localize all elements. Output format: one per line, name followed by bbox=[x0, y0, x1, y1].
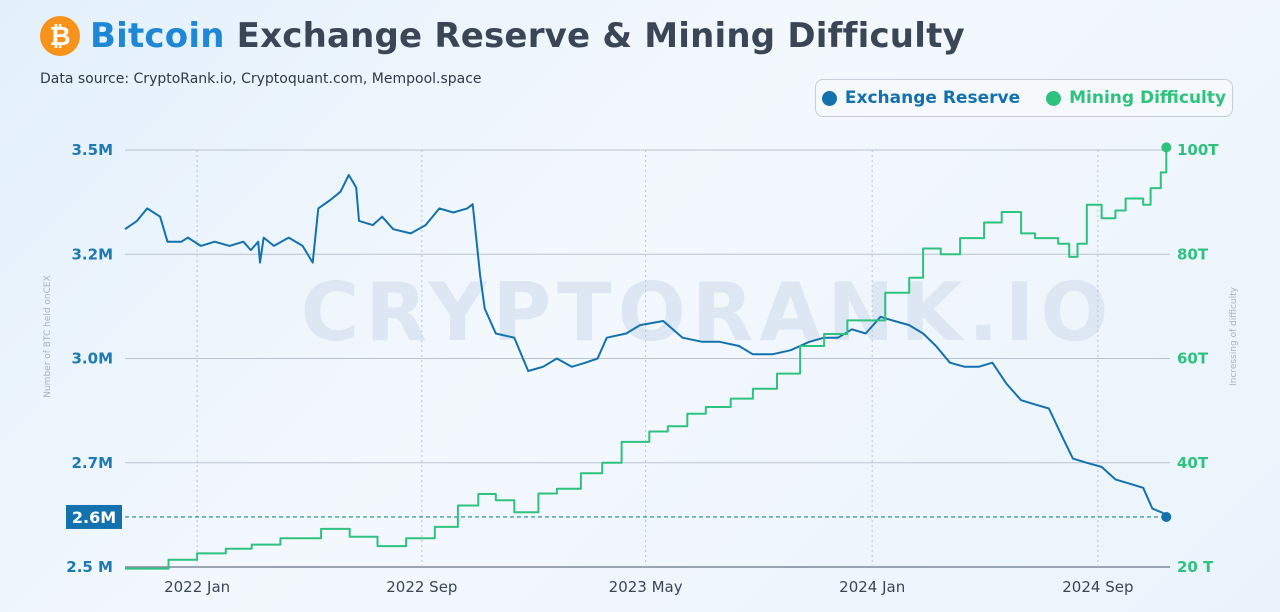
y-tick-left: 3.2M bbox=[72, 245, 114, 263]
bitcoin-icon: ₿ bbox=[40, 16, 80, 56]
legend-label-difficulty: Mining Difficulty bbox=[1069, 88, 1227, 108]
legend-dot-reserve bbox=[821, 90, 837, 106]
x-tick: 2024 Jan bbox=[839, 578, 905, 596]
watermark: CRYPTORANK.IO bbox=[301, 266, 1115, 359]
y-tick-right: 60T bbox=[1177, 350, 1209, 368]
chart-title: Bitcoin Exchange Reserve & Mining Diffic… bbox=[90, 16, 965, 56]
current-level-badge bbox=[66, 504, 122, 529]
x-tick: 2022 Sep bbox=[386, 578, 457, 596]
current-level-label: 2.6M bbox=[72, 508, 116, 527]
y-tick-left: 3.5M bbox=[72, 141, 114, 159]
y-tick-left: 2.7M bbox=[72, 454, 114, 472]
series-line-exchange-reserve bbox=[124, 174, 1168, 518]
y-tick-right: 80T bbox=[1177, 245, 1209, 263]
legend-dot-difficulty bbox=[1046, 90, 1062, 106]
x-tick: 2022 Jan bbox=[164, 578, 230, 596]
y-tick-right: 20 T bbox=[1177, 558, 1214, 576]
x-tick: 2023 May bbox=[609, 578, 683, 596]
y-tick-left: 3.0M bbox=[72, 350, 114, 368]
y-tick-right: 100T bbox=[1177, 141, 1219, 159]
series-end-point-mining-difficulty bbox=[1161, 142, 1172, 153]
series-end-point-exchange-reserve bbox=[1161, 511, 1172, 522]
series-line-mining-difficulty bbox=[125, 147, 1168, 570]
title-rest: Exchange Reserve & Mining Difficulty bbox=[236, 16, 965, 56]
y-axis-title-right: Incressing of difficulty bbox=[1229, 286, 1239, 386]
y-axis-title-left: Number of BTC held onCEX bbox=[43, 275, 53, 398]
y-tick-right: 40T bbox=[1177, 454, 1209, 472]
legend-item-mining-difficulty[interactable]: Mining Difficulty bbox=[1046, 88, 1226, 108]
y-tick-left: 2.5 M bbox=[66, 558, 113, 576]
legend-item-exchange-reserve[interactable]: Exchange Reserve bbox=[821, 88, 1021, 108]
legend-label-reserve: Exchange Reserve bbox=[844, 88, 1021, 108]
title-brand: Bitcoin bbox=[90, 16, 225, 56]
data-source-note: Data source: CryptoRank.io, Cryptoquant.… bbox=[40, 71, 482, 87]
chart-header: ₿ Bitcoin Exchange Reserve & Mining Diff… bbox=[40, 16, 965, 56]
chart-legend: Exchange Reserve Mining Difficulty bbox=[815, 79, 1233, 117]
x-tick: 2024 Sep bbox=[1062, 578, 1133, 596]
